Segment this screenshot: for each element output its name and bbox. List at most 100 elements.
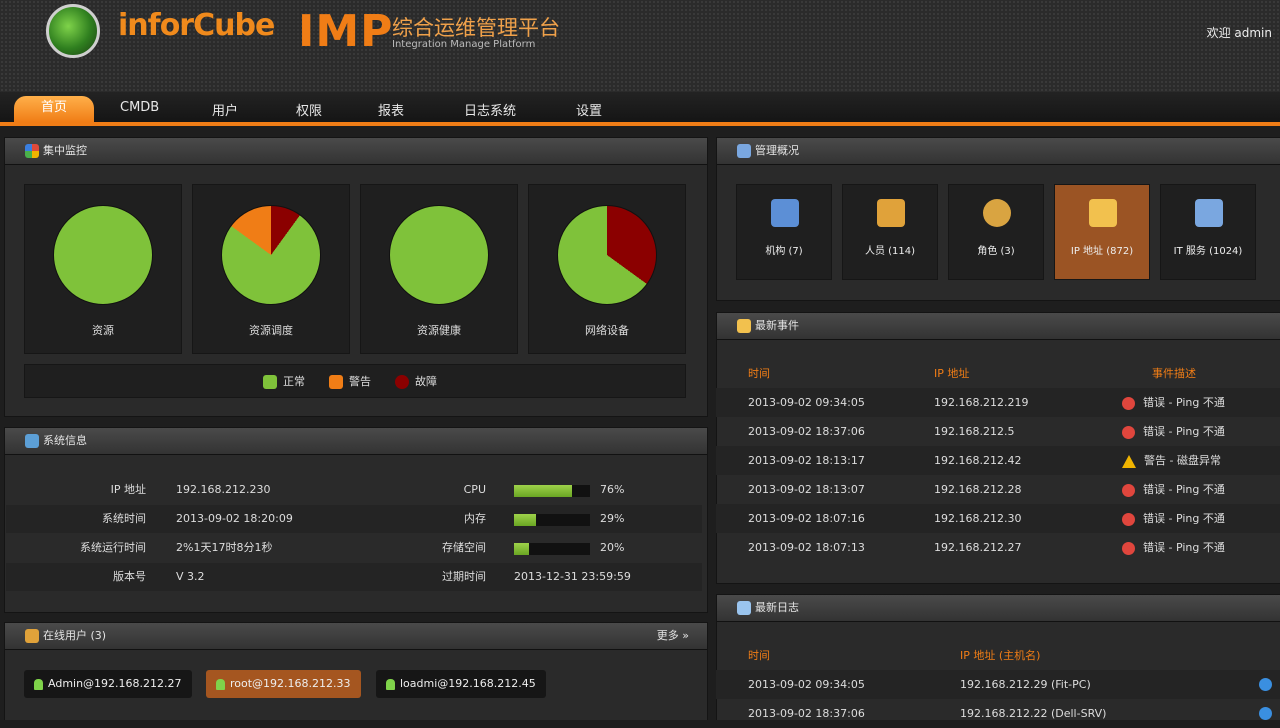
nav-tab-permissions[interactable]: 权限 (296, 104, 323, 119)
pie-label: 网络设备 (585, 324, 629, 337)
user-welcome-link[interactable]: 欢迎 admin (1206, 26, 1272, 40)
pie-card-resources[interactable]: 资源 (24, 184, 182, 354)
event-row[interactable]: 2013-09-02 18:07:13 192.168.212.27 错误 - Pi… (716, 533, 1280, 562)
event-desc-cell: 错误 - Ping 不通 (1122, 417, 1225, 446)
event-time: 2013-09-02 18:13:07 (748, 483, 865, 496)
user-icon (34, 679, 43, 690)
tile-it-services[interactable]: IT 服务 (1024) (1160, 184, 1256, 280)
globe-logo-icon (46, 4, 100, 58)
people-icon (877, 199, 905, 227)
users-icon (25, 629, 39, 643)
nav-tab-users[interactable]: 用户 (212, 104, 239, 119)
pie-card-scheduling[interactable]: 资源调度 (192, 184, 350, 354)
online-user-chip[interactable]: Admin@192.168.212.27 (24, 670, 192, 698)
column-header: 时间 (748, 649, 770, 662)
more-users-link[interactable]: 更多 » (656, 629, 689, 642)
event-desc-cell: 错误 - Ping 不通 (1122, 504, 1225, 533)
info-label: 系统时间 (102, 512, 146, 525)
pie-card-health[interactable]: 资源健康 (360, 184, 518, 354)
pie-card-network[interactable]: 网络设备 (528, 184, 686, 354)
user-icon (216, 679, 225, 690)
log-time: 2013-09-02 09:34:05 (748, 678, 865, 691)
bar-fill (514, 485, 572, 497)
event-time: 2013-09-02 18:07:16 (748, 512, 865, 525)
event-ip: 192.168.212.42 (934, 454, 1022, 467)
sysinfo-panel-title: 系统信息 (43, 434, 87, 447)
events-panel-title: 最新事件 (755, 319, 799, 332)
event-ip: 192.168.212.28 (934, 483, 1022, 496)
main-nav: 首页 CMDB 用户 权限 报表 日志系统 设置 (0, 92, 1280, 126)
event-desc: 错误 - Ping 不通 (1143, 541, 1225, 554)
manage-panel-title: 管理概况 (755, 144, 799, 157)
event-desc: 错误 - Ping 不通 (1143, 396, 1225, 409)
error-icon (1122, 541, 1135, 555)
info-icon[interactable] (1259, 678, 1272, 691)
manage-panel-header: 管理概况 (717, 138, 1280, 165)
sysinfo-row: 版本号 V 3.2 过期时间 2013-12-31 23:59:59 (6, 563, 702, 591)
logs-panel-header: 最新日志 (717, 595, 1280, 622)
nav-tab-home[interactable]: 首页 (14, 96, 94, 122)
online-user-chip[interactable]: loadmi@192.168.212.45 (376, 670, 546, 698)
event-row[interactable]: 2013-09-02 18:13:07 192.168.212.28 错误 - Pi… (716, 475, 1280, 504)
log-host: 192.168.212.22 (Dell-SRV) (960, 707, 1107, 720)
error-icon (1122, 512, 1135, 526)
medal-icon (983, 199, 1011, 227)
online-user-chip[interactable]: root@192.168.212.33 (206, 670, 361, 698)
info-value: 29% (600, 512, 625, 525)
info-icon[interactable] (1259, 707, 1272, 720)
event-time: 2013-09-02 09:34:05 (748, 396, 865, 409)
info-value: 192.168.212.230 (176, 483, 271, 496)
event-time: 2013-09-02 18:13:17 (748, 454, 865, 467)
bar-fill (514, 514, 537, 526)
log-icon (737, 601, 751, 615)
event-ip: 192.168.212.30 (934, 512, 1022, 525)
event-desc: 错误 - Ping 不通 (1143, 425, 1225, 438)
event-row[interactable]: 2013-09-02 18:07:16 192.168.212.30 错误 - Pi… (716, 504, 1280, 533)
nav-tab-settings[interactable]: 设置 (576, 104, 603, 119)
legend-swatch (395, 375, 409, 389)
column-header: 事件描述 (1152, 367, 1196, 380)
event-row[interactable]: 2013-09-02 18:37:06 192.168.212.5 错误 - Pin… (716, 417, 1280, 446)
tile-label: IP 地址 (872) (1070, 246, 1134, 257)
info-value: 2%1天17时8分1秒 (176, 541, 273, 554)
info-label: 版本号 (113, 570, 146, 583)
tile-roles[interactable]: 角色 (3) (948, 184, 1044, 280)
user-name: root@192.168.212.33 (230, 677, 351, 690)
event-desc-cell: 错误 - Ping 不通 (1122, 388, 1225, 417)
online-panel-header: 在线用户 (3) 更多 » (5, 623, 707, 650)
platform-subtitle: Integration Manage Platform (392, 39, 536, 50)
pie-chart-resources (53, 205, 153, 305)
monitor-panel-title: 集中监控 (43, 144, 87, 157)
tile-organizations[interactable]: 机构 (7) (736, 184, 832, 280)
online-panel-title: 在线用户 (3) (43, 629, 107, 642)
info-value: 20% (600, 541, 625, 554)
pie-label: 资源健康 (417, 324, 461, 337)
error-icon (1122, 425, 1135, 439)
event-desc: 警告 - 磁盘异常 (1144, 454, 1221, 467)
column-header: IP 地址 (主机名) (960, 649, 1041, 662)
sysinfo-row: 系统运行时间 2%1天17时8分1秒 存储空间 20% (6, 534, 702, 562)
pie-legend: 正常 警告 故障 (24, 364, 686, 398)
monitor-icon (25, 434, 39, 448)
tile-ip-addresses[interactable]: IP 地址 (872) (1054, 184, 1150, 280)
legend-swatch (329, 375, 343, 389)
nav-tab-logs[interactable]: 日志系统 (464, 104, 517, 119)
app-header: inforCube IMP 综合运维管理平台 Integration Manag… (0, 0, 1280, 92)
event-row[interactable]: 2013-09-02 18:13:17 192.168.212.42 警告 - 磁盘… (716, 446, 1280, 475)
nav-tab-reports[interactable]: 报表 (378, 104, 405, 119)
log-row[interactable]: 2013-09-02 09:34:05 192.168.212.29 (Fit-P… (716, 670, 1280, 699)
pie-chart-scheduling (221, 205, 321, 305)
nav-tab-cmdb[interactable]: CMDB (120, 100, 160, 115)
dashboard-icon (737, 144, 751, 158)
log-row[interactable]: 2013-09-02 18:37:06 192.168.212.22 (Dell-… (716, 699, 1280, 728)
tile-people[interactable]: 人员 (114) (842, 184, 938, 280)
event-desc-cell: 错误 - Ping 不通 (1122, 533, 1225, 562)
brand-logo: inforCube (118, 8, 275, 43)
info-label: CPU (463, 483, 486, 496)
logs-table-header: 时间 IP 地址 (主机名) (716, 642, 1280, 670)
event-row[interactable]: 2013-09-02 09:34:05 192.168.212.219 错误 - P… (716, 388, 1280, 417)
events-table-header: 时间 IP 地址 事件描述 (716, 360, 1280, 388)
legend-label: 警告 (349, 375, 371, 388)
log-host: 192.168.212.29 (Fit-PC) (960, 678, 1091, 691)
pie-chart-health (389, 205, 489, 305)
